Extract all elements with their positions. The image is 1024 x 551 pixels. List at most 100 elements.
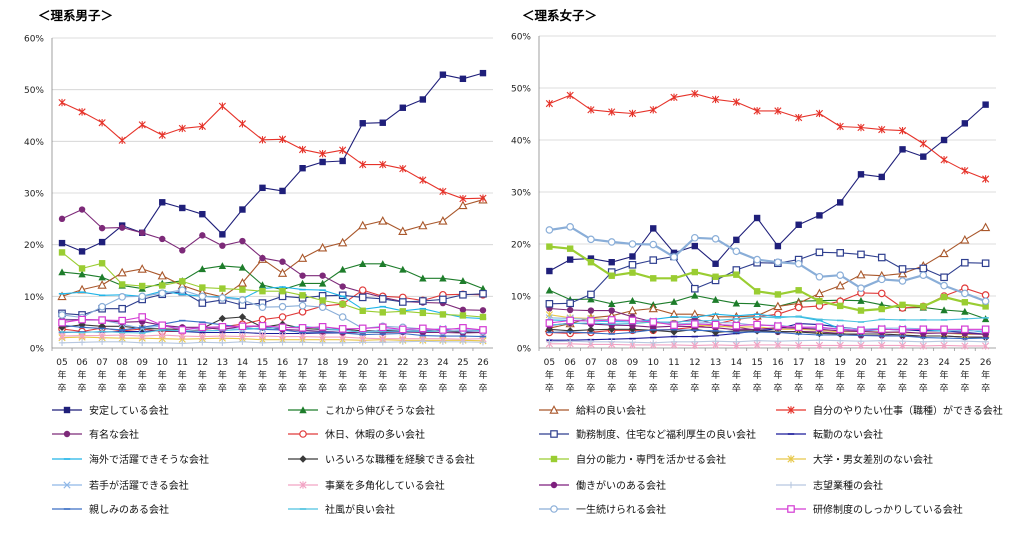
data-point bbox=[587, 235, 595, 244]
data-point bbox=[878, 305, 885, 313]
data-point bbox=[359, 160, 367, 169]
data-point bbox=[98, 260, 106, 267]
series-line bbox=[549, 104, 986, 272]
legend-label: 海外で活躍できそうな会社 bbox=[89, 453, 209, 466]
series-line bbox=[61, 72, 484, 252]
data-point bbox=[299, 292, 306, 299]
data-point bbox=[628, 261, 637, 269]
data-point bbox=[919, 271, 928, 280]
data-point bbox=[587, 338, 595, 345]
data-point bbox=[439, 311, 447, 318]
data-point bbox=[479, 313, 487, 321]
data-point bbox=[319, 339, 326, 347]
data-point bbox=[815, 323, 824, 332]
data-point bbox=[459, 290, 467, 299]
y-tick-label: 20% bbox=[511, 241, 531, 251]
legend-label: 若手が活躍できる会社 bbox=[89, 479, 189, 492]
data-point bbox=[279, 287, 286, 295]
data-point bbox=[753, 288, 761, 295]
data-point bbox=[899, 338, 906, 345]
data-point bbox=[218, 332, 226, 340]
data-point bbox=[339, 339, 346, 347]
data-point bbox=[239, 286, 246, 293]
y-tick-label: 60% bbox=[511, 33, 531, 43]
data-point bbox=[57, 291, 67, 301]
data-point bbox=[608, 272, 615, 279]
chart-title: ＜理系男子＞ bbox=[38, 8, 113, 23]
data-point bbox=[117, 267, 127, 277]
data-point bbox=[566, 316, 574, 325]
data-point bbox=[179, 340, 186, 347]
data-point bbox=[238, 313, 247, 321]
data-point bbox=[816, 337, 823, 344]
data-point bbox=[920, 153, 927, 160]
data-point bbox=[961, 166, 969, 175]
data-point bbox=[857, 284, 865, 293]
data-point bbox=[238, 296, 247, 304]
x-tick-label: 22 年卒 bbox=[397, 358, 408, 394]
data-point bbox=[298, 279, 307, 287]
data-point bbox=[940, 338, 948, 345]
series-line bbox=[549, 251, 986, 305]
data-point bbox=[459, 338, 467, 345]
data-point bbox=[587, 255, 595, 262]
data-point bbox=[877, 289, 886, 298]
y-tick-label: 40% bbox=[511, 137, 531, 147]
data-point bbox=[398, 226, 408, 235]
data-point bbox=[98, 273, 106, 281]
data-point bbox=[179, 278, 186, 285]
series-line bbox=[549, 225, 986, 303]
data-point bbox=[137, 264, 147, 273]
data-point bbox=[587, 295, 595, 303]
data-point bbox=[774, 322, 782, 330]
data-point bbox=[358, 324, 367, 333]
data-point bbox=[399, 265, 407, 273]
data-point bbox=[981, 291, 990, 299]
series-20 bbox=[58, 313, 487, 334]
data-point bbox=[439, 274, 447, 282]
data-point bbox=[378, 323, 387, 332]
data-point bbox=[158, 321, 167, 330]
data-point bbox=[774, 291, 782, 298]
y-tick-label: 50% bbox=[511, 85, 531, 95]
data-point bbox=[650, 275, 657, 282]
data-point bbox=[919, 325, 928, 334]
data-point bbox=[138, 121, 146, 129]
data-point bbox=[545, 300, 554, 308]
legend-label: 転勤のない会社 bbox=[813, 428, 883, 441]
data-point bbox=[920, 303, 927, 310]
data-point bbox=[78, 265, 86, 272]
legend-item: 志望業種の会社 bbox=[776, 479, 883, 492]
data-point bbox=[299, 272, 306, 279]
data-point bbox=[712, 273, 719, 280]
data-point bbox=[399, 104, 406, 111]
data-point bbox=[259, 287, 266, 295]
data-point bbox=[98, 238, 106, 246]
data-point bbox=[178, 286, 187, 294]
data-point bbox=[219, 242, 226, 249]
data-point bbox=[878, 173, 885, 181]
data-point bbox=[628, 296, 637, 304]
series-17 bbox=[546, 329, 989, 340]
data-point bbox=[219, 285, 226, 292]
data-point bbox=[877, 253, 886, 262]
x-tick-label: 19 年卒 bbox=[337, 358, 349, 394]
data-point bbox=[815, 248, 824, 257]
data-point bbox=[138, 313, 147, 321]
data-point bbox=[814, 288, 825, 298]
data-point bbox=[479, 326, 487, 334]
x-tick-label: 07 年卒 bbox=[96, 358, 107, 394]
legend-item: 若手が活躍できる会社 bbox=[52, 479, 189, 492]
data-point bbox=[479, 339, 487, 346]
y-tick-label: 20% bbox=[24, 241, 44, 251]
series-7 bbox=[545, 248, 990, 308]
data-point bbox=[566, 327, 574, 335]
y-tick-label: 60% bbox=[24, 35, 44, 45]
series-line bbox=[61, 286, 484, 320]
data-point bbox=[545, 226, 554, 234]
data-point bbox=[794, 259, 803, 268]
x-tick-label: 13 年卒 bbox=[217, 358, 228, 394]
data-point bbox=[608, 300, 616, 307]
data-point bbox=[159, 339, 166, 347]
x-tick-label: 09 年卒 bbox=[627, 358, 639, 394]
